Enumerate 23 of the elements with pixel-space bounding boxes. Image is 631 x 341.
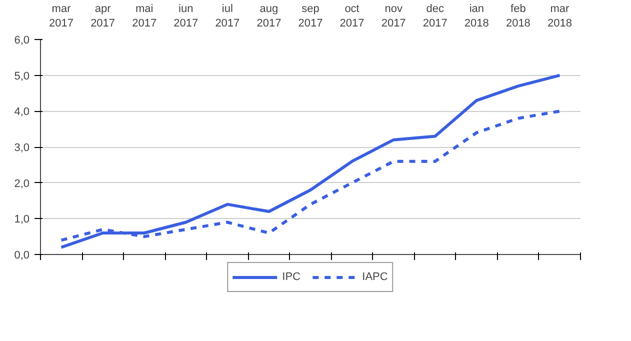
x-tick-label: mar 2018 xyxy=(547,3,572,30)
y-tick-label: 2,0 xyxy=(14,178,30,190)
x-tick-label: nov 2017 xyxy=(381,3,406,30)
y-tick-label: 4,0 xyxy=(14,106,30,118)
x-tick-label: mar 2017 xyxy=(49,3,74,30)
y-tick-label: 0,0 xyxy=(14,250,30,262)
y-tick-label: 1,0 xyxy=(14,214,30,226)
x-tick-label: dec 2017 xyxy=(422,3,448,30)
x-tick-label: aug 2017 xyxy=(256,3,282,30)
x-tick-label: ian 2018 xyxy=(464,3,489,30)
y-tick-label: 5,0 xyxy=(14,70,30,82)
y-tick-label: 6,0 xyxy=(14,34,30,46)
line-series xyxy=(60,74,562,249)
legend-label: IAPC xyxy=(362,271,388,283)
x-tick-label: iul 2017 xyxy=(215,3,240,30)
y-tick-label: 3,0 xyxy=(14,142,30,154)
x-tick-label: sep 2017 xyxy=(298,3,323,30)
legend-label: IPC xyxy=(282,271,302,283)
x-tick-label: apr 2017 xyxy=(90,3,116,30)
x-tick-label: oct 2017 xyxy=(340,3,364,30)
x-tick-label: mai 2017 xyxy=(132,3,157,30)
x-tick-label: feb 2018 xyxy=(506,3,530,30)
x-tick-label: iun 2017 xyxy=(174,3,198,30)
